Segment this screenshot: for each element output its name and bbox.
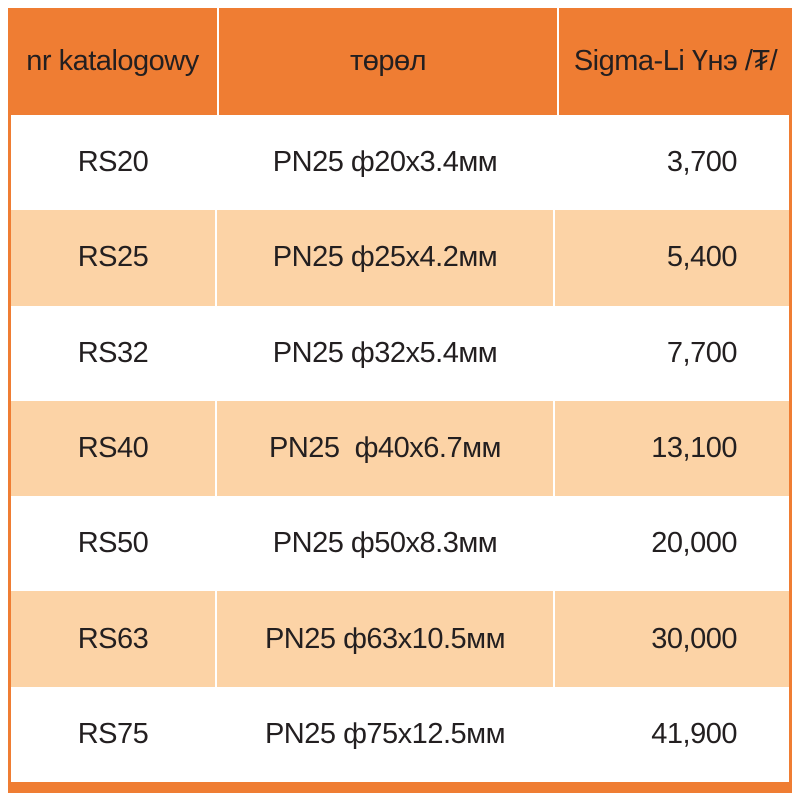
- cell-price: 13,100: [651, 431, 737, 464]
- table-row: RS25 PN25 ф25x4.2мм 5,400: [11, 210, 789, 306]
- cell-type: PN25 ф20x3.4мм: [217, 115, 555, 211]
- cell-type: PN25 ф75x12.5мм: [217, 686, 555, 782]
- cell-price: 30,000: [651, 622, 737, 655]
- header-catalog-number: nr katalogowy: [8, 8, 219, 115]
- cell-code: RS40: [11, 400, 217, 497]
- table-row: RS40 PN25 ф40x6.7мм 13,100: [11, 400, 789, 497]
- table-row: RS63 PN25 ф63x10.5мм 30,000: [11, 591, 789, 687]
- cell-type: PN25 ф63x10.5мм: [217, 591, 555, 687]
- header-type: төрөл: [219, 8, 559, 115]
- table-row: RS20 PN25 ф20x3.4мм 3,700: [11, 115, 789, 211]
- cell-code: RS75: [11, 686, 217, 782]
- cell-code: RS32: [11, 305, 217, 401]
- bottom-accent-bar: [8, 782, 792, 793]
- cell-price: 5,400: [666, 241, 738, 274]
- cell-code: RS25: [11, 210, 217, 306]
- cell-type: PN25 ф50x8.3мм: [217, 496, 555, 592]
- cell-type: PN25 ф32x5.4мм: [217, 305, 555, 401]
- header-price: Sigma-Li Үнэ /₮/: [573, 45, 778, 77]
- cell-code: RS20: [11, 115, 217, 211]
- cell-price: 41,900: [651, 717, 737, 750]
- table-header-row: nr katalogowy төрөл Sigma-Li Үнэ /₮/: [8, 8, 792, 115]
- cell-type: PN25 ф40x6.7мм: [217, 400, 555, 497]
- cell-price: 20,000: [651, 527, 737, 560]
- table-row: RS50 PN25 ф50x8.3мм 20,000: [11, 496, 789, 592]
- table-body: RS20 PN25 ф20x3.4мм 3,700 RS25 PN25 ф25x…: [8, 115, 792, 782]
- cell-price: 3,700: [666, 146, 738, 179]
- table-row: RS75 PN25 ф75x12.5мм 41,900: [11, 686, 789, 782]
- table-row: RS32 PN25 ф32x5.4мм 7,700: [11, 305, 789, 401]
- price-table: nr katalogowy төрөл Sigma-Li Үнэ /₮/ RS2…: [8, 8, 792, 793]
- cell-code: RS63: [11, 591, 217, 687]
- cell-type: PN25 ф25x4.2мм: [217, 210, 555, 306]
- cell-code: RS50: [11, 496, 217, 592]
- cell-price: 7,700: [666, 336, 738, 369]
